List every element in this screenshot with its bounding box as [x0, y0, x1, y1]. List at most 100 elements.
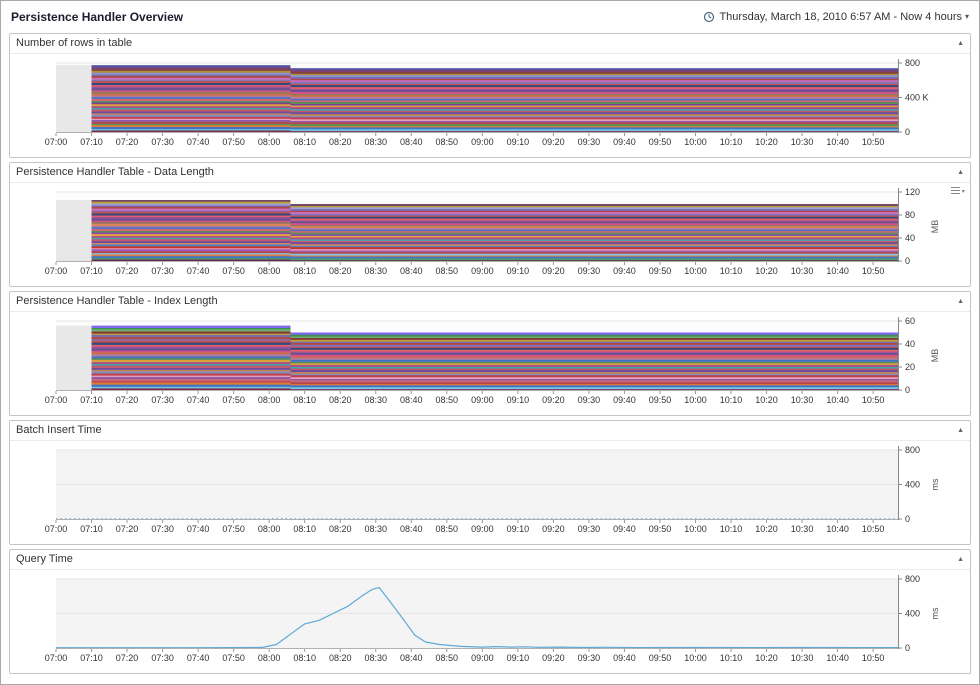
svg-text:07:00: 07:00: [45, 137, 68, 147]
svg-text:08:20: 08:20: [329, 524, 352, 534]
timerange-control[interactable]: Thursday, March 18, 2010 6:57 AM - Now 4…: [703, 11, 969, 23]
panel-number-of-rows: Number of rows in table ▲ 07:00 07:10 07:2…: [9, 33, 971, 158]
svg-text:10:10: 10:10: [720, 653, 743, 663]
svg-text:800: 800: [905, 574, 920, 584]
svg-text:10:50: 10:50: [862, 137, 885, 147]
svg-text:09:00: 09:00: [471, 395, 494, 405]
panel-header: Persistence Handler Table - Data Length …: [10, 163, 970, 183]
svg-text:07:00: 07:00: [45, 653, 68, 663]
chart-data-length[interactable]: 07:00 07:10 07:20 07:30 07:40 07:50 08:00 08:10…: [10, 183, 971, 286]
panel-query-time: Query Time ▲ 07:00 07:10 07:20 07:30 07:40 07…: [9, 549, 971, 674]
svg-text:07:00: 07:00: [45, 266, 68, 276]
svg-text:10:00: 10:00: [684, 524, 707, 534]
panel-title: Query Time: [16, 553, 73, 565]
collapse-icon[interactable]: ▲: [957, 169, 964, 176]
svg-text:10:30: 10:30: [791, 653, 814, 663]
svg-text:400: 400: [905, 480, 920, 490]
chart-query-time[interactable]: 07:00 07:10 07:20 07:30 07:40 07:50 08:00 08:10…: [10, 570, 971, 673]
svg-text:09:10: 09:10: [507, 653, 530, 663]
svg-text:10:10: 10:10: [720, 137, 743, 147]
svg-text:09:20: 09:20: [542, 395, 565, 405]
svg-text:08:50: 08:50: [436, 137, 459, 147]
svg-text:07:10: 07:10: [80, 395, 103, 405]
svg-text:10:40: 10:40: [826, 653, 849, 663]
svg-text:0: 0: [905, 514, 910, 524]
svg-text:07:10: 07:10: [80, 266, 103, 276]
svg-text:400: 400: [905, 609, 920, 619]
svg-text:40: 40: [905, 339, 915, 349]
collapse-icon[interactable]: ▲: [957, 427, 964, 434]
chart-batch-insert-time[interactable]: 07:00 07:10 07:20 07:30 07:40 07:50 08:00 08:10…: [10, 441, 971, 544]
svg-text:40: 40: [905, 233, 915, 243]
svg-text:07:20: 07:20: [116, 395, 139, 405]
svg-text:08:00: 08:00: [258, 653, 281, 663]
svg-text:08:00: 08:00: [258, 395, 281, 405]
svg-text:09:50: 09:50: [649, 524, 672, 534]
svg-text:08:50: 08:50: [436, 266, 459, 276]
dashboard-header: Persistence Handler Overview Thursday, M…: [1, 1, 979, 33]
chart-index-length[interactable]: 07:00 07:10 07:20 07:30 07:40 07:50 08:00 08:10…: [10, 312, 971, 415]
svg-text:09:50: 09:50: [649, 266, 672, 276]
svg-text:09:40: 09:40: [613, 266, 636, 276]
svg-text:120: 120: [905, 187, 920, 197]
panel-header: Batch Insert Time ▲: [10, 421, 970, 441]
panel-header: Number of rows in table ▲: [10, 34, 970, 54]
chart-number-of-rows[interactable]: 07:00 07:10 07:20 07:30 07:40 07:50 08:00 08:10…: [10, 54, 971, 157]
svg-text:10:40: 10:40: [826, 137, 849, 147]
svg-text:08:10: 08:10: [293, 395, 316, 405]
svg-text:80: 80: [905, 210, 915, 220]
svg-text:09:20: 09:20: [542, 524, 565, 534]
svg-text:09:50: 09:50: [649, 395, 672, 405]
svg-text:09:40: 09:40: [613, 524, 636, 534]
svg-text:09:40: 09:40: [613, 653, 636, 663]
svg-text:09:20: 09:20: [542, 266, 565, 276]
svg-text:09:10: 09:10: [507, 137, 530, 147]
clock-icon: [704, 11, 715, 23]
svg-text:0: 0: [905, 256, 910, 266]
svg-text:08:10: 08:10: [293, 524, 316, 534]
svg-text:10:30: 10:30: [791, 137, 814, 147]
svg-text:10:20: 10:20: [755, 266, 778, 276]
svg-text:10:00: 10:00: [684, 395, 707, 405]
panel-header: Query Time ▲: [10, 550, 970, 570]
panel-title: Persistence Handler Table - Index Length: [16, 295, 218, 307]
svg-text:08:10: 08:10: [293, 137, 316, 147]
svg-text:10:00: 10:00: [684, 653, 707, 663]
panel-title: Batch Insert Time: [16, 424, 102, 436]
svg-text:07:30: 07:30: [151, 524, 174, 534]
panel-title: Number of rows in table: [16, 37, 133, 49]
svg-text:10:40: 10:40: [826, 524, 849, 534]
svg-text:08:10: 08:10: [293, 266, 316, 276]
svg-text:07:40: 07:40: [187, 524, 210, 534]
svg-text:09:50: 09:50: [649, 137, 672, 147]
svg-text:07:30: 07:30: [151, 137, 174, 147]
collapse-icon[interactable]: ▲: [957, 556, 964, 563]
svg-text:08:50: 08:50: [436, 395, 459, 405]
svg-text:07:30: 07:30: [151, 653, 174, 663]
svg-text:10:50: 10:50: [862, 266, 885, 276]
svg-text:07:20: 07:20: [116, 266, 139, 276]
svg-text:08:40: 08:40: [400, 266, 423, 276]
svg-text:07:10: 07:10: [80, 137, 103, 147]
svg-text:07:30: 07:30: [151, 395, 174, 405]
svg-text:10:20: 10:20: [755, 653, 778, 663]
svg-text:10:30: 10:30: [791, 524, 814, 534]
svg-text:MB: MB: [930, 220, 940, 234]
collapse-icon[interactable]: ▲: [957, 298, 964, 305]
svg-text:09:00: 09:00: [471, 266, 494, 276]
svg-text:09:30: 09:30: [578, 524, 601, 534]
svg-text:08:40: 08:40: [400, 524, 423, 534]
svg-text:08:40: 08:40: [400, 137, 423, 147]
svg-text:10:50: 10:50: [862, 395, 885, 405]
svg-text:09:00: 09:00: [471, 653, 494, 663]
svg-text:10:50: 10:50: [862, 524, 885, 534]
svg-text:09:50: 09:50: [649, 653, 672, 663]
svg-text:07:50: 07:50: [222, 524, 245, 534]
svg-text:07:40: 07:40: [187, 137, 210, 147]
chart-menu-icon[interactable]: [950, 185, 966, 197]
svg-text:07:50: 07:50: [222, 653, 245, 663]
svg-text:20: 20: [905, 362, 915, 372]
svg-text:08:50: 08:50: [436, 524, 459, 534]
collapse-icon[interactable]: ▲: [957, 40, 964, 47]
svg-text:08:50: 08:50: [436, 653, 459, 663]
